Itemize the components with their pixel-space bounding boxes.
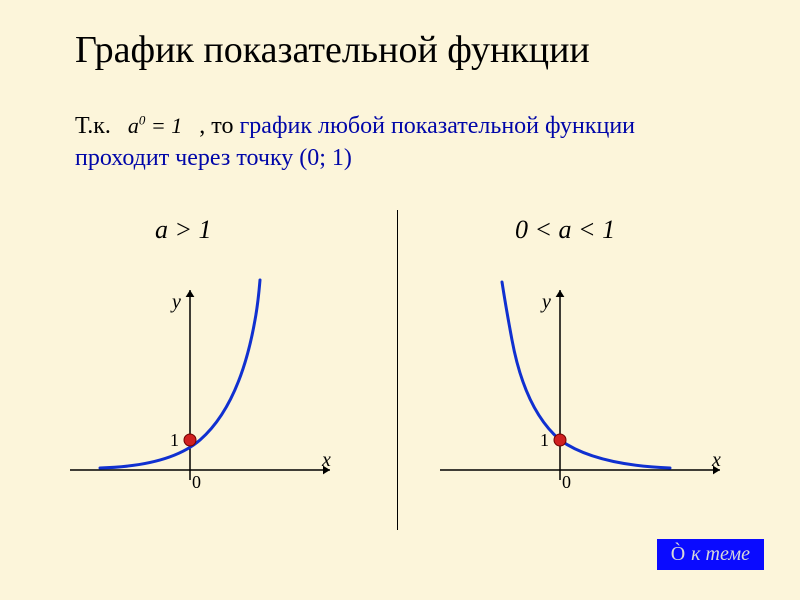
svg-text:y: y bbox=[540, 291, 551, 313]
svg-text:1: 1 bbox=[170, 430, 179, 450]
intro-prefix: Т.к. bbox=[75, 113, 111, 139]
left-condition: a > 1 bbox=[155, 215, 212, 245]
right-condition: 0 < a < 1 bbox=[515, 215, 615, 245]
vertical-divider bbox=[397, 210, 398, 530]
chart-area: a > 1 0 < a < 1 y x 0 1 y x 0 1 bbox=[0, 200, 800, 540]
svg-text:0: 0 bbox=[192, 472, 201, 492]
intro-text: Т.к. a0 = 1 , то график любой показатель… bbox=[75, 110, 715, 175]
svg-text:y: y bbox=[170, 291, 181, 313]
back-arrow-icon: Ò bbox=[671, 543, 685, 565]
back-to-topic-button[interactable]: Òк теме bbox=[657, 539, 764, 570]
svg-text:0: 0 bbox=[562, 472, 571, 492]
page-title: График показательной функции bbox=[75, 28, 590, 72]
right-chart: y x 0 1 bbox=[420, 260, 740, 520]
left-chart: y x 0 1 bbox=[60, 260, 360, 520]
intro-formula: a0 = 1 bbox=[117, 113, 193, 138]
svg-text:1: 1 bbox=[540, 430, 549, 450]
svg-text:x: x bbox=[711, 449, 721, 471]
back-button-label: к теме bbox=[691, 543, 750, 565]
svg-text:x: x bbox=[321, 449, 331, 471]
intro-middle: , то bbox=[199, 113, 239, 139]
